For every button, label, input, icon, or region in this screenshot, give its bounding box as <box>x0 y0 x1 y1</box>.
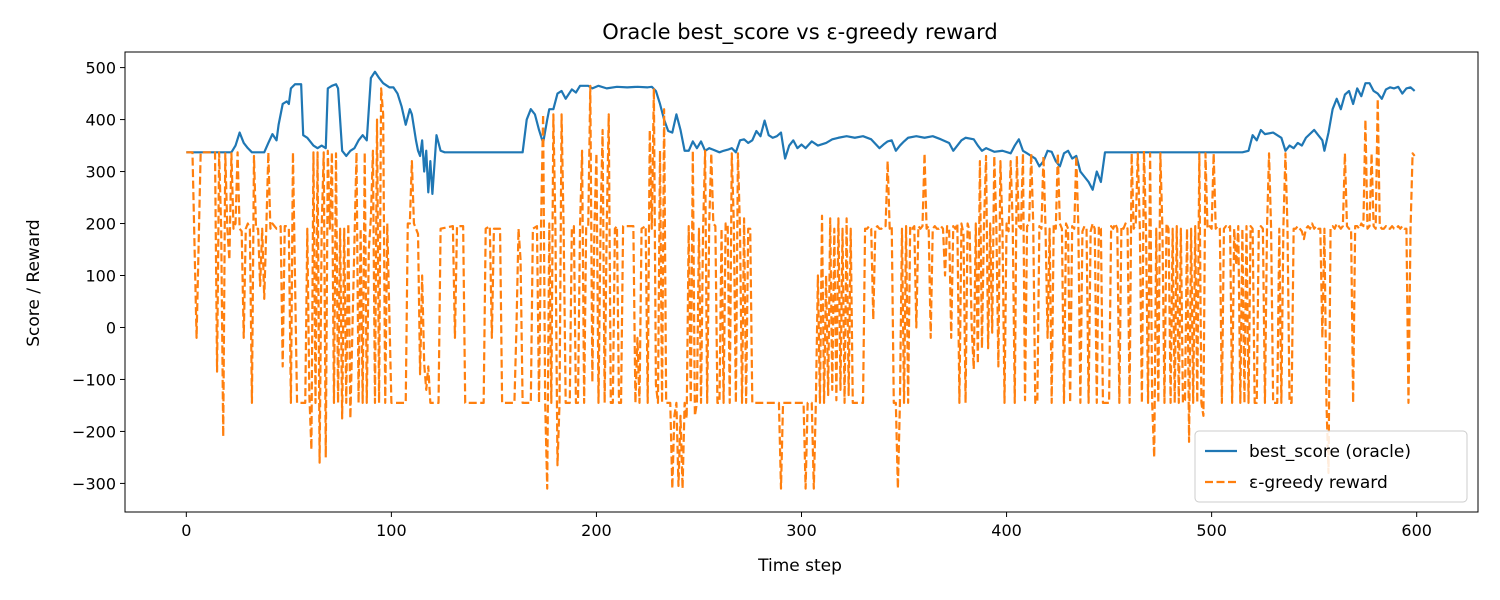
y-tick-label: 500 <box>85 59 116 78</box>
x-tick-label: 600 <box>1401 521 1432 540</box>
x-tick-label: 400 <box>991 521 1022 540</box>
legend-label: best_score (oracle) <box>1249 442 1411 462</box>
y-axis-label: Score / Reward <box>24 219 44 346</box>
x-axis-label: Time step <box>757 556 842 576</box>
plot-frame <box>124 51 1479 513</box>
x-axis-ticks: 0 100 200 300 400 500 600 <box>181 512 1432 540</box>
y-axis-ticks: −300 −200 −100 0 100 200 300 400 500 <box>72 59 125 493</box>
legend: best_score (oracle) ε-greedy reward <box>1194 430 1468 503</box>
x-tick-label: 0 <box>181 521 191 540</box>
y-tick-label: −300 <box>72 474 116 493</box>
y-tick-label: 100 <box>85 267 116 286</box>
plot-series <box>186 70 1416 490</box>
x-tick-label: 200 <box>581 521 612 540</box>
y-tick-label: −100 <box>72 370 116 389</box>
x-tick-label: 100 <box>376 521 407 540</box>
y-tick-label: 400 <box>85 111 116 130</box>
x-tick-label: 300 <box>786 521 817 540</box>
x-tick-label: 500 <box>1196 521 1227 540</box>
y-tick-label: −200 <box>72 422 116 441</box>
y-tick-label: 300 <box>85 163 116 182</box>
legend-label: ε-greedy reward <box>1249 473 1388 493</box>
chart-title: Oracle best_score vs ε-greedy reward <box>602 20 998 45</box>
series-epsilon-greedy-line <box>186 84 1416 490</box>
series-best-score-line <box>186 70 1416 195</box>
y-tick-label: 0 <box>106 318 116 337</box>
legend-box <box>1194 430 1468 503</box>
y-tick-label: 200 <box>85 215 116 234</box>
